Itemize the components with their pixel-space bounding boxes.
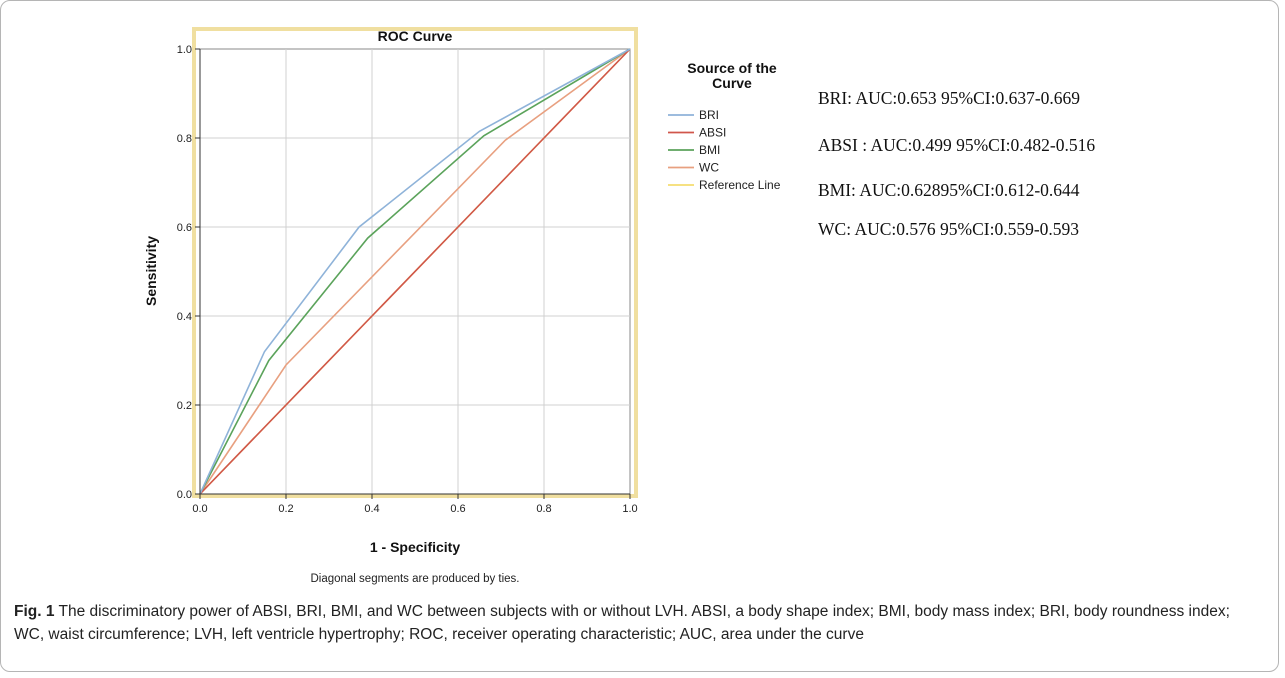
x-tick-label: 0.4 xyxy=(364,503,379,515)
legend-title: Curve xyxy=(712,75,752,91)
auc-text-wc: WC: AUC:0.576 95%CI:0.559-0.593 xyxy=(818,219,1080,239)
series-line-absi xyxy=(199,48,631,495)
series-line-bmi xyxy=(199,48,631,495)
series-line-bri xyxy=(199,48,631,495)
axes: 0.0 0.2 0.4 0.6 0.8 1.0 0.0 0.2 0.4 0.6 0.8 1.0 xyxy=(177,44,638,515)
chart-title: ROC Curve xyxy=(378,28,453,44)
series-line-wc xyxy=(199,48,631,495)
legend-title: Source of the xyxy=(687,60,777,76)
legend-label-reference-line: Reference Line xyxy=(699,178,781,192)
y-tick-label: 0.4 xyxy=(177,311,192,323)
y-tick-label: 1.0 xyxy=(177,44,192,56)
auc-text-bri: BRI: AUC:0.653 95%CI:0.637-0.669 xyxy=(818,88,1081,108)
y-tick-label: 0.0 xyxy=(177,489,192,501)
auc-text-bmi: BMI: AUC:0.62895%CI:0.612-0.644 xyxy=(818,180,1080,200)
roc-chart: 0.0 0.2 0.4 0.6 0.8 1.0 0.0 0.2 0.4 0.6 0.8 1.0 ROC… xyxy=(143,27,781,585)
x-tick-label: 0.6 xyxy=(450,503,465,515)
legend-label-bmi: BMI xyxy=(699,143,720,157)
chart-border xyxy=(192,27,638,498)
y-tick-label: 0.2 xyxy=(177,400,192,412)
x-tick-label: 0.0 xyxy=(192,503,207,515)
x-tick-label: 1.0 xyxy=(622,503,637,515)
y-tick-label: 0.8 xyxy=(177,133,192,145)
caption-label: Fig. 1 xyxy=(14,603,55,620)
legend-label-absi: ABSI xyxy=(699,126,726,140)
caption-text: The discriminatory power of ABSI, BRI, B… xyxy=(14,603,1230,643)
chart-footnote: Diagonal segments are produced by ties. xyxy=(310,573,519,585)
x-tick-label: 0.8 xyxy=(536,503,551,515)
series-lines xyxy=(199,48,631,495)
y-axis-label: Sensitivity xyxy=(143,236,159,306)
auc-text-absi: ABSI : AUC:0.499 95%CI:0.482-0.516 xyxy=(818,135,1096,155)
legend-label-wc: WC xyxy=(699,161,719,175)
x-tick-label: 0.2 xyxy=(278,503,293,515)
legend-label-bri: BRI xyxy=(699,108,719,122)
figure-caption: Fig. 1 The discriminatory power of ABSI,… xyxy=(14,600,1264,646)
x-axis-label: 1 - Specificity xyxy=(370,539,460,555)
y-tick-label: 0.6 xyxy=(177,222,192,234)
grid-lines xyxy=(200,49,630,494)
